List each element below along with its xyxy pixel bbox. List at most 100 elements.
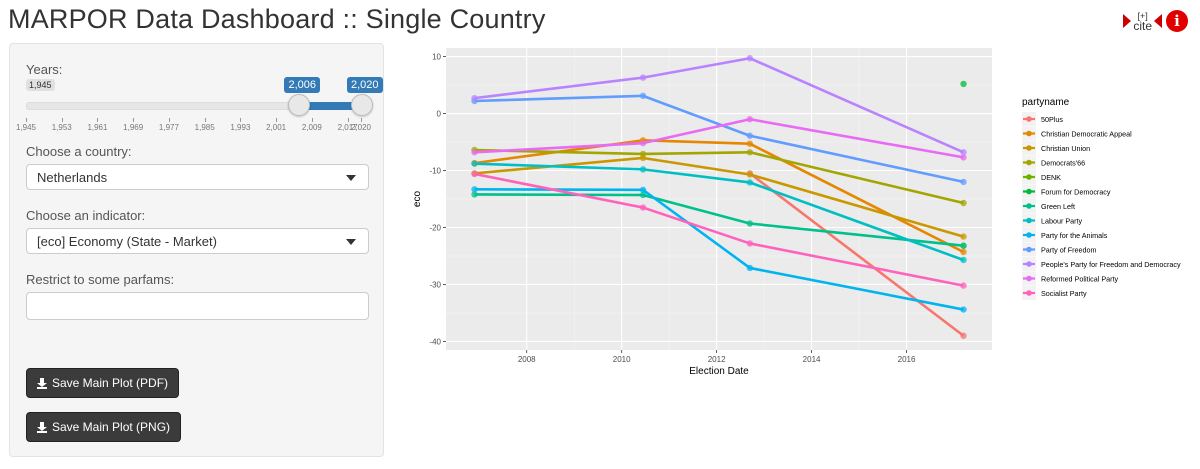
cite-text: [+] cite: [1131, 11, 1154, 33]
legend-label: Party of Freedom: [1041, 246, 1097, 255]
data-point: [639, 92, 647, 100]
triangle-right-icon: [1123, 14, 1132, 28]
slider-tick-label: 2,017: [337, 123, 358, 132]
data-point: [960, 233, 967, 240]
legend-key-point: [1026, 130, 1032, 137]
data-point: [471, 186, 478, 193]
data-point: [639, 74, 647, 81]
data-point: [960, 154, 967, 161]
cite-label: cite: [1133, 19, 1152, 33]
data-point: [960, 248, 967, 256]
data-point: [746, 149, 754, 156]
data-point: [639, 139, 647, 147]
cite-toggle[interactable]: [+] cite: [1123, 11, 1162, 33]
slider-tick-label: 1,993: [230, 123, 251, 132]
data-point: [746, 264, 754, 272]
slider-handle-from[interactable]: [288, 94, 311, 116]
slider-tick-mark: [276, 118, 278, 122]
series-line: [474, 193, 964, 248]
data-point: [960, 332, 967, 339]
legend-key-point: [1026, 174, 1032, 180]
legend-label: Labour Party: [1041, 217, 1083, 226]
data-point: [960, 149, 967, 156]
cite-sup: [+]: [1137, 11, 1148, 21]
legend-key-point: [1026, 145, 1032, 151]
slider-tick-mark: [240, 118, 242, 122]
slider-ticks: 1,945 1,953 1,961 1,969 1,977 1,985 1,993 2,001…: [16, 118, 372, 132]
y-tick-label: -30: [429, 280, 441, 289]
save-pdf-label: Save Main Plot (PDF): [52, 376, 169, 390]
save-png-button[interactable]: Save Main Plot (PNG): [26, 412, 182, 442]
download-icon: [37, 421, 47, 433]
slider-tick-mark: [133, 118, 135, 122]
legend-key-point: [1026, 246, 1032, 253]
y-tick-label: -40: [429, 337, 441, 346]
save-pdf-button[interactable]: Save Main Plot (PDF): [26, 368, 180, 398]
indicator-value: [eco] Economy (State - Market): [37, 234, 217, 249]
x-tick-label: 2012: [708, 355, 726, 364]
legend-label: 50Plus: [1041, 115, 1063, 124]
data-point: [960, 256, 967, 264]
legend-label: Reformed Political Party: [1041, 275, 1118, 284]
legend-key-point: [1026, 261, 1032, 267]
legend-label: Forum for Democracy: [1041, 188, 1111, 197]
x-tick-label: 2010: [613, 355, 631, 364]
slider-from-label: 2,006: [284, 77, 320, 93]
x-axis-label: Election Date: [689, 366, 749, 377]
legend-label: People's Party for Freedom and Democracy: [1041, 260, 1181, 269]
data-point: [746, 220, 754, 227]
slider-tick-mark: [347, 118, 349, 122]
parfams-label: Restrict to some parfams:: [26, 272, 175, 287]
slider-tick-label: 1,961: [87, 123, 108, 132]
slider-tick-label: 1,985: [194, 123, 215, 132]
data-point: [471, 149, 478, 156]
legend-label: DENK: [1041, 173, 1061, 182]
slider-tick-mark: [97, 118, 99, 122]
header-actions: [+] cite i: [1123, 10, 1188, 32]
country-select[interactable]: Netherlands: [26, 164, 369, 190]
data-point: [746, 140, 754, 147]
y-tick-label: -10: [429, 167, 441, 176]
legend-key-point: [1026, 232, 1032, 238]
info-icon[interactable]: i: [1166, 10, 1188, 32]
download-icon: [37, 377, 47, 389]
slider-tick-label: 2,020: [350, 123, 372, 132]
slider-handle-to[interactable]: [351, 94, 373, 116]
slider-min-label: 1,945: [26, 79, 55, 91]
parfams-input[interactable]: [26, 292, 369, 320]
legend-label: Socialist Party: [1041, 289, 1087, 298]
indicator-select[interactable]: [eco] Economy (State - Market): [26, 228, 369, 254]
save-png-label: Save Main Plot (PNG): [52, 420, 171, 434]
slider-range: [298, 102, 361, 110]
data-point: [471, 94, 478, 102]
data-point: [471, 170, 478, 178]
series-line: [474, 56, 965, 154]
slider-to-label: 2,020: [347, 77, 383, 93]
plot-lines: [474, 56, 965, 337]
plot-points: [471, 55, 967, 339]
slider-tick-mark: [26, 118, 27, 122]
data-point: [639, 150, 647, 158]
y-axis-label: eco: [412, 191, 423, 208]
slider-tick-mark: [61, 118, 63, 122]
legend-label: Christian Democratic Appeal: [1041, 130, 1132, 139]
data-point: [746, 116, 754, 123]
slider-tick-label: 2,009: [301, 123, 322, 132]
y-tick-label: 0: [437, 110, 442, 119]
country-value: Netherlands: [37, 170, 108, 185]
slider-tick-mark: [204, 118, 206, 122]
data-point: [746, 179, 754, 186]
years-label: Years:: [26, 62, 63, 77]
legend-key-point: [1026, 217, 1032, 224]
series-line: [474, 162, 964, 262]
sidebar-panel: Years: 1,945 2,006 2,020 1,945 1,953 1,961…: [9, 43, 384, 457]
series-line: [749, 172, 965, 337]
legend-key-point: [1026, 290, 1032, 296]
data-point: [471, 191, 478, 198]
years-slider[interactable]: 1,945 2,006 2,020 1,945 1,953 1,961 1,969 1,…: [16, 77, 383, 132]
x-tick-label: 2008: [518, 355, 536, 364]
caret-down-icon: [346, 239, 356, 245]
legend-label: Party for the Animals: [1041, 231, 1108, 240]
legend-label: Democrats'66: [1041, 159, 1085, 168]
y-tick-label: -20: [429, 223, 441, 232]
